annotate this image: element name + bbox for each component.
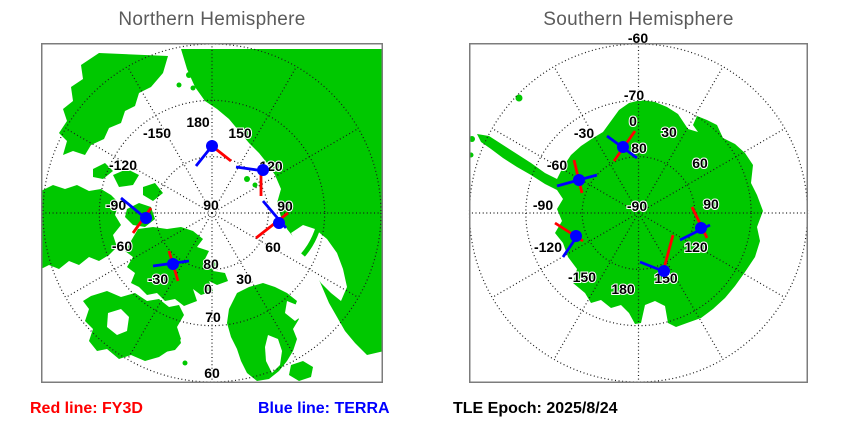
grid-label: 30	[236, 271, 252, 287]
satellite-crossing-marker	[273, 217, 285, 229]
grid-label: -120	[109, 157, 137, 173]
satellite-crossing-marker	[570, 230, 582, 242]
grid-label: 80	[631, 140, 647, 156]
legend-terra-blue-line: Blue line: TERRA	[258, 400, 390, 417]
satellite-crossing-marker	[658, 265, 670, 277]
grid-label: 180	[186, 114, 210, 130]
legend-tle-epoch: TLE Epoch: 2025/8/24	[453, 400, 618, 417]
grid-label: -60	[628, 30, 648, 46]
grid-label: -30	[574, 125, 594, 141]
grid-label: -70	[624, 87, 644, 103]
grid-label: 150	[228, 125, 252, 141]
grid-label: -90	[106, 197, 126, 213]
grid-label: 80	[203, 256, 219, 272]
grid-label: 60	[265, 239, 281, 255]
grid-label: -150	[143, 125, 171, 141]
grid-label: 120	[684, 239, 708, 255]
north-map-title: Northern Hemisphere	[118, 9, 306, 30]
satellite-crossing-marker	[206, 140, 218, 152]
land-layer	[42, 49, 382, 381]
south-hemisphere-map: -60 -70 0 30 -30 80 60 -60 -90 -90 90 -120 120 -150 18…	[468, 29, 809, 383]
grid-label: 0	[629, 113, 637, 129]
grid-label: 180	[611, 281, 635, 297]
grid-label: -120	[534, 239, 562, 255]
grid-label: 60	[692, 155, 708, 171]
satellite-crossing-marker	[140, 212, 152, 224]
grid-label: -150	[568, 269, 596, 285]
legend-fy3d-red-line: Red line: FY3D	[30, 400, 143, 417]
grid-label: -90	[627, 198, 647, 214]
satellite-crossing-marker	[257, 164, 269, 176]
grid-label: 90	[203, 197, 219, 213]
satellite-crossing-marker	[573, 174, 585, 186]
fy3d-track-segment	[255, 211, 289, 240]
grid-label: 60	[204, 365, 220, 381]
satellite-crossing-marker	[617, 141, 629, 153]
grid-label: 90	[277, 198, 293, 214]
grid-label: -60	[112, 238, 132, 254]
grid-label: 0	[204, 281, 212, 297]
grid-label: -90	[533, 197, 553, 213]
grid-label: -30	[148, 271, 168, 287]
grid-label: 70	[205, 309, 221, 325]
grid-label: 90	[703, 196, 719, 212]
map-frame	[41, 43, 383, 383]
satellite-crossing-marker	[167, 258, 179, 270]
grid-label: 30	[661, 124, 677, 140]
satellite-crossing-marker	[695, 222, 707, 234]
north-hemisphere-map: 180-150 150-120 120-90 90 90-60 60-30 30800706…	[41, 43, 383, 383]
south-map-title: Southern Hemisphere	[543, 9, 734, 30]
map-frame	[469, 43, 808, 383]
grid-label: -60	[547, 157, 567, 173]
